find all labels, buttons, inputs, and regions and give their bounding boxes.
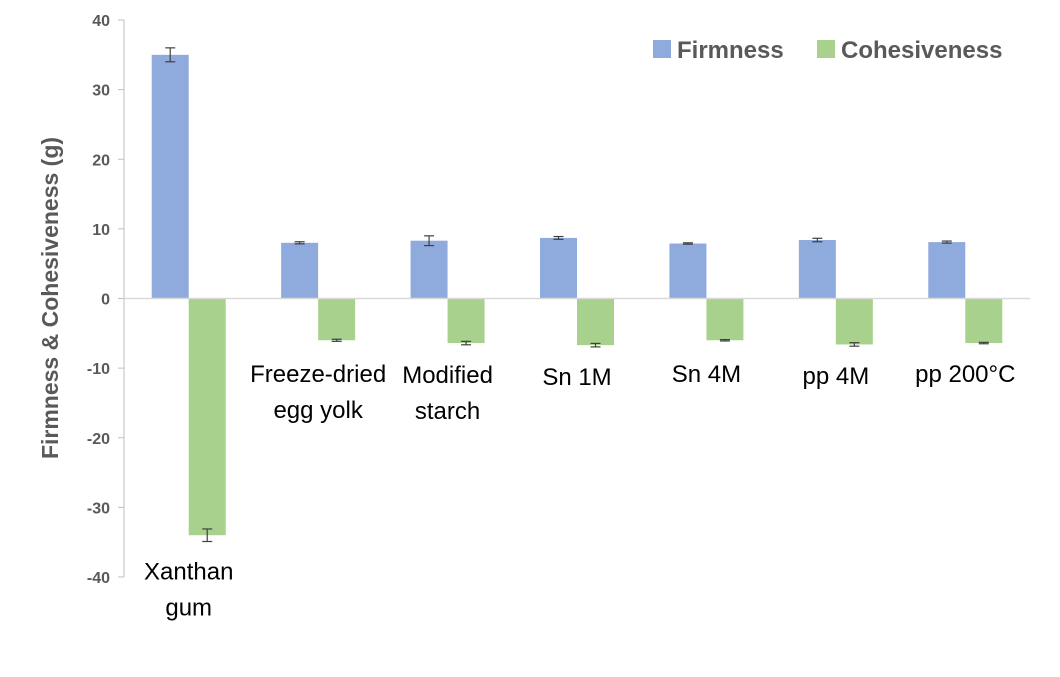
legend-swatch-cohesiveness: [817, 40, 835, 58]
error-bars: [165, 47, 989, 543]
category-label: pp 200°C: [915, 361, 1015, 388]
bar-cohesiveness: [318, 298, 356, 341]
category-label: Sn 4M: [672, 361, 741, 388]
bar-firmness: [281, 242, 319, 299]
category-label: Modified starch: [402, 362, 493, 425]
y-axis: [118, 19, 125, 578]
category-label-line: Freeze-dried: [250, 361, 386, 388]
bar-firmness: [410, 240, 448, 299]
y-tick-label: -40: [87, 570, 110, 587]
category-label: Sn 1M: [542, 364, 611, 391]
category-label-line: gum: [165, 594, 212, 621]
legend-swatch-firmness: [653, 40, 671, 58]
bar-firmness: [669, 243, 707, 299]
category-label: pp 4M: [803, 363, 870, 390]
y-tick-label: 0: [101, 292, 110, 309]
y-tick-label: -10: [87, 361, 110, 378]
legend-label-cohesiveness: Cohesiveness: [841, 37, 1002, 64]
category-label-line: pp 4M: [803, 363, 870, 390]
bar-cohesiveness: [835, 298, 873, 345]
y-tick-label: -20: [87, 431, 110, 448]
category-label-line: Modified: [402, 362, 493, 389]
category-labels: Xanthan gum Freeze-dried egg yolk Modified st…: [144, 361, 1015, 621]
y-tick-labels: 40 30 20 10 0 -10 -20 -30 -40: [87, 13, 110, 587]
category-label: Freeze-dried egg yolk: [250, 361, 386, 424]
y-axis-title: Firmness & Cohesiveness (g): [37, 137, 63, 459]
legend: Firmness Cohesiveness: [653, 37, 1002, 64]
category-label-line: pp 200°C: [915, 361, 1015, 388]
bar-cohesiveness: [577, 298, 614, 346]
bars: [151, 54, 1003, 536]
category-label: Xanthan gum: [144, 558, 233, 621]
y-tick-label: 40: [92, 13, 110, 30]
category-label-line: egg yolk: [273, 397, 363, 424]
category-label-line: Sn 4M: [672, 361, 741, 388]
category-label-line: Sn 1M: [542, 364, 611, 391]
bar-cohesiveness: [447, 298, 485, 344]
category-label-line: starch: [415, 398, 480, 425]
bar-firmness: [540, 237, 577, 299]
bar-firmness: [928, 242, 966, 299]
bar-cohesiveness: [188, 298, 226, 536]
bar-firmness: [798, 240, 836, 299]
y-tick-label: 30: [92, 83, 110, 100]
bar-cohesiveness: [965, 298, 1003, 344]
y-tick-label: -30: [87, 500, 110, 517]
bar-firmness: [151, 54, 189, 299]
y-tick-label: 20: [92, 152, 110, 169]
y-tick-label: 10: [92, 222, 110, 239]
legend-label-firmness: Firmness: [677, 37, 784, 64]
category-label-line: Xanthan: [144, 558, 233, 585]
bar-cohesiveness: [706, 298, 744, 341]
